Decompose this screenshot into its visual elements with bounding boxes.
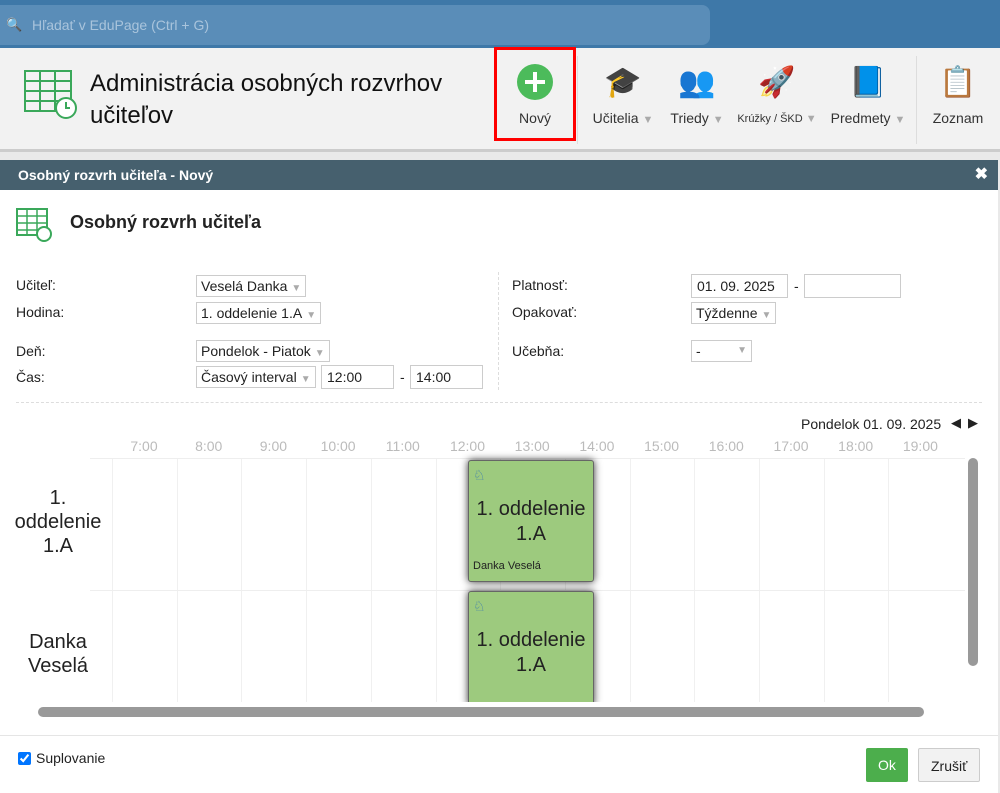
search-icon: 🔍: [6, 17, 23, 32]
search-input[interactable]: 🔍 Hľadať v EduPage (Ctrl + G): [0, 5, 710, 45]
list-icon: 📋: [939, 65, 977, 99]
time-from-input[interactable]: 12:00: [321, 365, 394, 389]
validity-label: Platnosť:: [512, 277, 568, 293]
dialog: Osobný rozvrh učiteľa - Nový ✖ Osobný roz…: [0, 160, 998, 793]
highlight-box: [494, 47, 576, 141]
graduation-cap-icon: 🎓: [604, 65, 642, 99]
grid-column: [176, 458, 178, 702]
person-icon: ♘: [473, 598, 486, 614]
prev-arrow-icon[interactable]: ◀: [951, 415, 961, 430]
list-button[interactable]: 📋 Zoznam: [926, 60, 990, 127]
grid-column: [694, 458, 696, 702]
lesson-select[interactable]: 1. oddelenie 1.A ▼: [196, 302, 322, 324]
top-bar: 🔍 Hľadať v EduPage (Ctrl + G): [0, 0, 1000, 48]
time-to-input[interactable]: 14:00: [410, 365, 483, 389]
teacher-select[interactable]: Veselá Danka ▼: [196, 275, 307, 297]
day-select[interactable]: Pondelok - Piatok ▼: [196, 340, 330, 362]
teachers-button[interactable]: 🎓 Učitelia ▼: [588, 60, 658, 127]
hour-label: 19:00: [902, 438, 938, 454]
teacher-label: Učiteľ:: [16, 277, 56, 293]
time-mode-select[interactable]: Časový interval ▼: [196, 366, 316, 388]
clubs-button[interactable]: 🚀 Krúžky / ŠKD ▼: [734, 60, 820, 126]
grid-column: [241, 458, 243, 702]
grid-column: [888, 458, 890, 702]
date-nav-label: Pondelok 01. 09. 2025: [801, 416, 942, 432]
row-label-group: 1. oddelenie 1.A: [14, 487, 102, 557]
close-icon[interactable]: ✖: [974, 166, 988, 183]
row-label-teacher: Danka Veselá: [27, 631, 89, 677]
grid-column: [435, 458, 437, 702]
checkbox[interactable]: [18, 751, 31, 765]
new-button[interactable]: Nový: [500, 60, 570, 126]
people-icon: 👥: [678, 65, 716, 99]
hour-label: 18:00: [838, 438, 874, 454]
rocket-icon: 🚀: [758, 65, 796, 99]
timetable-icon: [24, 70, 77, 119]
hour-label: 7:00: [130, 438, 158, 454]
room-select[interactable]: - ▼: [691, 340, 752, 362]
grid-column: [306, 458, 308, 702]
book-icon: 📘: [849, 65, 887, 99]
next-arrow-icon[interactable]: ▶: [968, 415, 978, 430]
timetable-icon: [16, 208, 52, 242]
dialog-header: Osobný rozvrh učiteľa - Nový ✖: [0, 160, 998, 190]
cancel-button[interactable]: Zrušiť: [918, 748, 981, 782]
grid-column: [629, 458, 631, 702]
validity-from-input[interactable]: 01. 09. 2025: [691, 274, 788, 298]
lesson-block[interactable]: ♘ 1. oddelenie 1.A Danka Veselá: [468, 460, 594, 582]
dash: -: [400, 369, 405, 385]
vertical-scrollbar[interactable]: [968, 458, 978, 666]
hour-label: 15:00: [644, 438, 680, 454]
hour-label: 11:00: [385, 438, 420, 454]
page-title: Administrácia osobných rozvrhov učiteľov: [90, 70, 443, 129]
hour-label: 14:00: [579, 438, 615, 454]
grid-column: [112, 458, 113, 702]
subjects-button[interactable]: 📘 Predmety ▼: [826, 60, 910, 127]
day-label: Deň:: [16, 343, 46, 359]
horizontal-scrollbar-thumb[interactable]: [38, 707, 924, 717]
hour-label: 16:00: [708, 438, 744, 454]
repeat-label: Opakovať:: [512, 304, 578, 320]
repeat-select[interactable]: Týždenne ▼: [691, 302, 777, 324]
ok-button[interactable]: Ok: [866, 748, 908, 782]
grid-column: [759, 458, 760, 702]
hour-label: 8:00: [195, 438, 223, 454]
dialog-subtitle: Osobný rozvrh učiteľa: [70, 212, 261, 232]
substitution-checkbox[interactable]: Suplovanie: [18, 750, 105, 766]
lesson-label: Hodina:: [16, 304, 65, 320]
grid-column: [370, 458, 372, 702]
time-label: Čas:: [16, 369, 45, 385]
person-icon: ♘: [473, 467, 486, 483]
hour-label: 17:00: [773, 438, 809, 454]
validity-to-input[interactable]: [804, 274, 901, 298]
plus-circle-icon: [517, 64, 553, 100]
hour-label: 12:00: [449, 438, 486, 454]
hour-label: 9:00: [259, 438, 288, 454]
toolbar: Administrácia osobných rozvrhov učiteľov…: [0, 48, 1000, 152]
room-label: Učebňa:: [512, 343, 565, 359]
grid-column: [823, 458, 825, 702]
hour-label: 10:00: [320, 438, 356, 454]
hour-label: 13:00: [514, 438, 550, 454]
classes-button[interactable]: 👥 Triedy ▼: [664, 60, 730, 127]
dash: -: [794, 278, 799, 294]
lesson-block[interactable]: ♘ 1. oddelenie 1.A: [468, 591, 594, 706]
